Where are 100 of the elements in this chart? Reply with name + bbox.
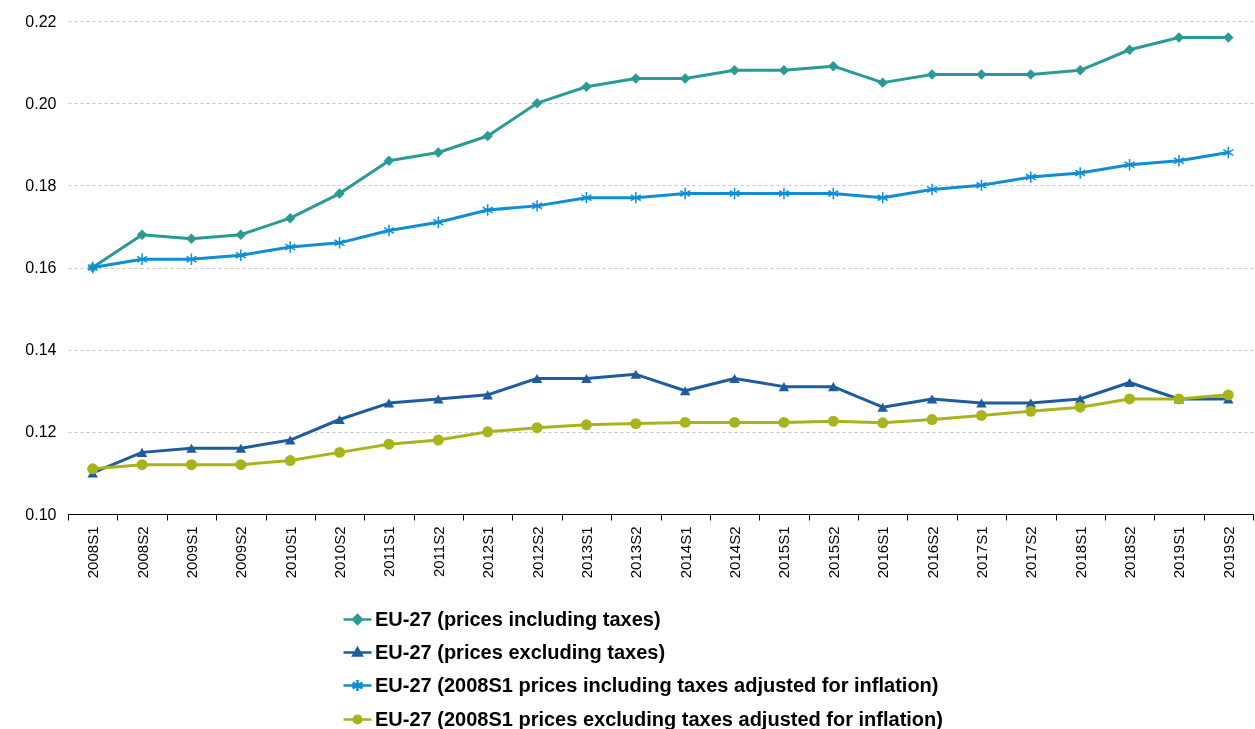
- point: [827, 187, 840, 200]
- point: [975, 409, 987, 421]
- x-tick-label: 2018S2: [1121, 526, 1139, 579]
- point: [581, 373, 592, 383]
- point: [877, 417, 889, 429]
- x-tick-label: 2016S1: [874, 526, 892, 579]
- point: [235, 229, 247, 240]
- y-tick-label: 0.20: [25, 94, 57, 112]
- point: [1124, 393, 1136, 405]
- point: [481, 203, 494, 217]
- point: [580, 419, 592, 431]
- x-tick-label: 2017S1: [972, 526, 990, 579]
- point: [1074, 65, 1086, 76]
- point: [383, 224, 395, 237]
- point: [284, 435, 296, 445]
- point: [877, 402, 888, 412]
- point: [828, 60, 839, 72]
- y-tick-label: 0.10: [25, 505, 57, 523]
- x-tick-label: 2009S2: [232, 526, 250, 579]
- point: [433, 147, 444, 158]
- point: [383, 398, 395, 408]
- x-tick-label: 2011S1: [380, 526, 398, 578]
- point: [729, 373, 740, 383]
- point: [284, 212, 296, 224]
- point: [1173, 154, 1185, 168]
- y-tick-label: 0.14: [25, 341, 57, 359]
- point: [778, 382, 790, 392]
- point: [136, 252, 148, 266]
- point: [531, 422, 543, 434]
- point: [876, 191, 889, 205]
- x-tick-label: 2016S2: [923, 526, 941, 579]
- point: [482, 130, 493, 142]
- y-tick-label: 0.12: [25, 423, 57, 441]
- point: [235, 443, 247, 453]
- point: [778, 416, 790, 428]
- x-tick-label: 2013S2: [627, 526, 645, 579]
- point: [482, 390, 493, 400]
- x-tick-label: 2012S2: [528, 526, 546, 579]
- x-tick-label: 2014S2: [726, 526, 744, 579]
- point: [482, 426, 494, 438]
- point: [679, 416, 691, 428]
- x-tick-label: 2019S1: [1170, 526, 1188, 579]
- point: [136, 229, 148, 240]
- point: [729, 65, 740, 76]
- point: [630, 369, 642, 379]
- legend-label: EU-27 (2008S1 prices excluding taxes adjusted for inflation): [375, 707, 943, 729]
- point: [186, 443, 197, 453]
- point: [531, 97, 543, 109]
- point: [630, 191, 642, 205]
- point: [1222, 146, 1235, 159]
- x-tick-label: 2019S2: [1219, 526, 1237, 579]
- x-tick-label: 2010S2: [331, 526, 349, 579]
- point: [531, 199, 543, 213]
- point: [136, 459, 148, 471]
- y-tick-label: 0.16: [25, 259, 57, 276]
- point: [778, 187, 790, 200]
- point: [975, 178, 988, 192]
- y-tick-label: 0.22: [25, 12, 57, 30]
- x-tick-label: 2018S1: [1071, 526, 1089, 579]
- point: [235, 459, 247, 471]
- point: [334, 414, 345, 425]
- point: [580, 191, 593, 205]
- point: [630, 418, 642, 430]
- point: [185, 459, 197, 471]
- point: [235, 248, 247, 262]
- x-tick-label: 2008S1: [84, 526, 102, 579]
- point: [728, 187, 741, 200]
- point: [926, 182, 938, 196]
- point: [729, 416, 741, 428]
- point: [679, 386, 691, 396]
- legend-label: EU-27 (2008S1 prices including taxes adjusted for inflation): [375, 673, 939, 696]
- point: [778, 65, 790, 76]
- point: [1222, 389, 1234, 401]
- point: [926, 414, 938, 425]
- point: [186, 233, 197, 244]
- legend-label: EU-27 (prices including taxes): [375, 607, 661, 630]
- point: [827, 415, 839, 427]
- x-tick-label: 2014S1: [676, 526, 694, 579]
- point: [433, 394, 444, 404]
- point: [334, 188, 345, 199]
- point: [284, 240, 296, 254]
- point: [926, 394, 938, 404]
- x-tick-label: 2017S2: [1022, 526, 1040, 579]
- point: [1123, 158, 1136, 172]
- x-tick-label: 2015S2: [824, 526, 842, 579]
- x-tick-label: 2009S1: [182, 526, 200, 579]
- point: [87, 463, 99, 475]
- x-tick-label: 2012S1: [479, 526, 497, 579]
- point: [1025, 170, 1037, 184]
- x-tick-label: 2010S1: [281, 526, 299, 579]
- point: [679, 187, 691, 200]
- point: [432, 434, 444, 446]
- point: [1074, 166, 1086, 180]
- y-tick-label: 0.18: [25, 176, 57, 194]
- point: [531, 373, 543, 383]
- x-tick-label: 2008S2: [133, 526, 151, 579]
- point: [334, 446, 346, 458]
- point: [828, 382, 839, 392]
- point: [136, 447, 148, 457]
- legend-label: EU-27 (prices excluding taxes): [375, 640, 666, 663]
